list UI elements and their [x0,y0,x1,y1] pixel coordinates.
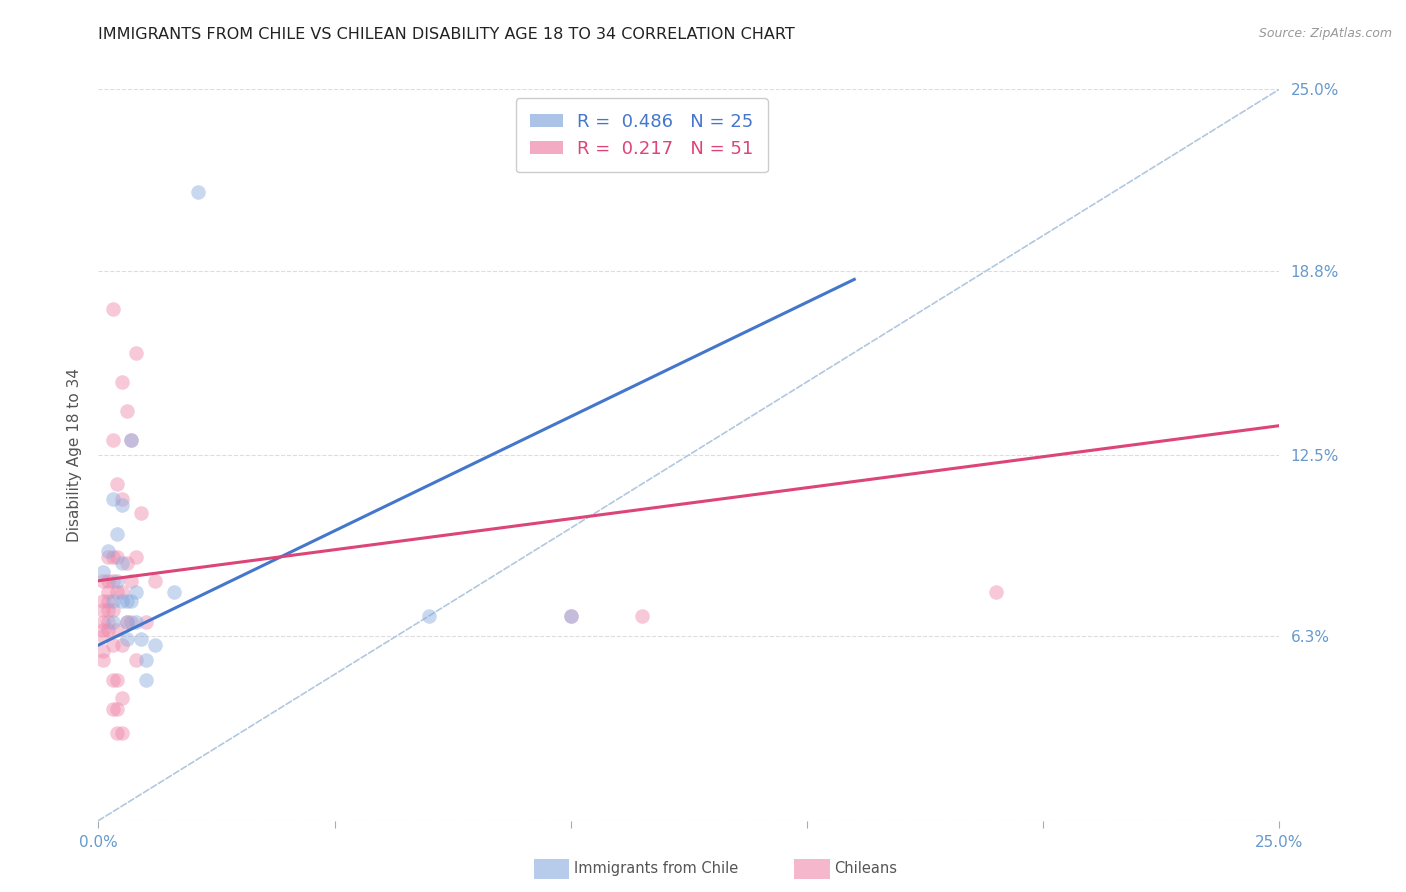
Point [97,574,120,588]
Point [105,702,128,716]
Point [125,585,148,599]
Point [111,556,134,570]
Point [105,624,128,638]
Point [91,644,114,658]
Point [115,556,138,570]
Point [115,404,138,418]
Point [101,638,124,652]
Point [97,615,120,629]
Point [101,594,124,608]
Point [121,594,143,608]
Point [129,632,152,647]
Point [101,550,124,565]
Point [115,594,138,608]
Point [101,574,124,588]
Legend: R =  0.486   N = 25, R =  0.217   N = 51: R = 0.486 N = 25, R = 0.217 N = 51 [516,98,768,172]
Point [91,653,114,667]
Point [111,594,134,608]
Point [111,491,134,506]
Point [105,673,128,688]
Point [97,594,120,608]
Point [111,498,134,512]
Point [101,434,124,448]
Point [135,615,157,629]
Point [111,585,134,599]
Point [560,608,582,623]
Point [91,574,114,588]
Point [560,608,582,623]
Point [984,585,1007,599]
Point [105,585,128,599]
Point [187,185,209,199]
Point [143,574,166,588]
Point [97,603,120,617]
Point [125,345,148,359]
Point [105,527,128,541]
Point [91,629,114,643]
Point [115,615,138,629]
Point [105,574,128,588]
Point [418,608,440,623]
Text: IMMIGRANTS FROM CHILE VS CHILEAN DISABILITY AGE 18 TO 34 CORRELATION CHART: IMMIGRANTS FROM CHILE VS CHILEAN DISABIL… [98,27,796,42]
Text: Source: ZipAtlas.com: Source: ZipAtlas.com [1258,27,1392,40]
Point [163,585,186,599]
Y-axis label: Disability Age 18 to 34: Disability Age 18 to 34 [67,368,83,542]
Point [97,585,120,599]
Point [121,434,143,448]
Text: Chileans: Chileans [834,862,897,876]
Point [91,603,114,617]
Point [105,477,128,491]
Point [125,550,148,565]
Point [101,673,124,688]
Point [105,726,128,740]
Point [91,565,114,579]
Point [111,375,134,389]
Point [105,550,128,565]
Point [91,624,114,638]
Text: Immigrants from Chile: Immigrants from Chile [574,862,738,876]
Point [121,574,143,588]
Point [125,615,148,629]
Point [135,653,157,667]
Point [630,608,652,623]
Point [111,638,134,652]
Point [111,690,134,705]
Point [143,638,166,652]
Point [135,673,157,688]
Point [97,544,120,558]
Point [91,615,114,629]
Point [97,624,120,638]
Point [111,726,134,740]
Point [97,550,120,565]
Point [121,434,143,448]
Point [115,632,138,647]
Point [129,507,152,521]
Point [121,615,143,629]
Point [101,491,124,506]
Point [101,615,124,629]
Point [125,653,148,667]
Point [115,615,138,629]
Point [91,594,114,608]
Point [101,301,124,316]
Point [101,603,124,617]
Point [101,702,124,716]
